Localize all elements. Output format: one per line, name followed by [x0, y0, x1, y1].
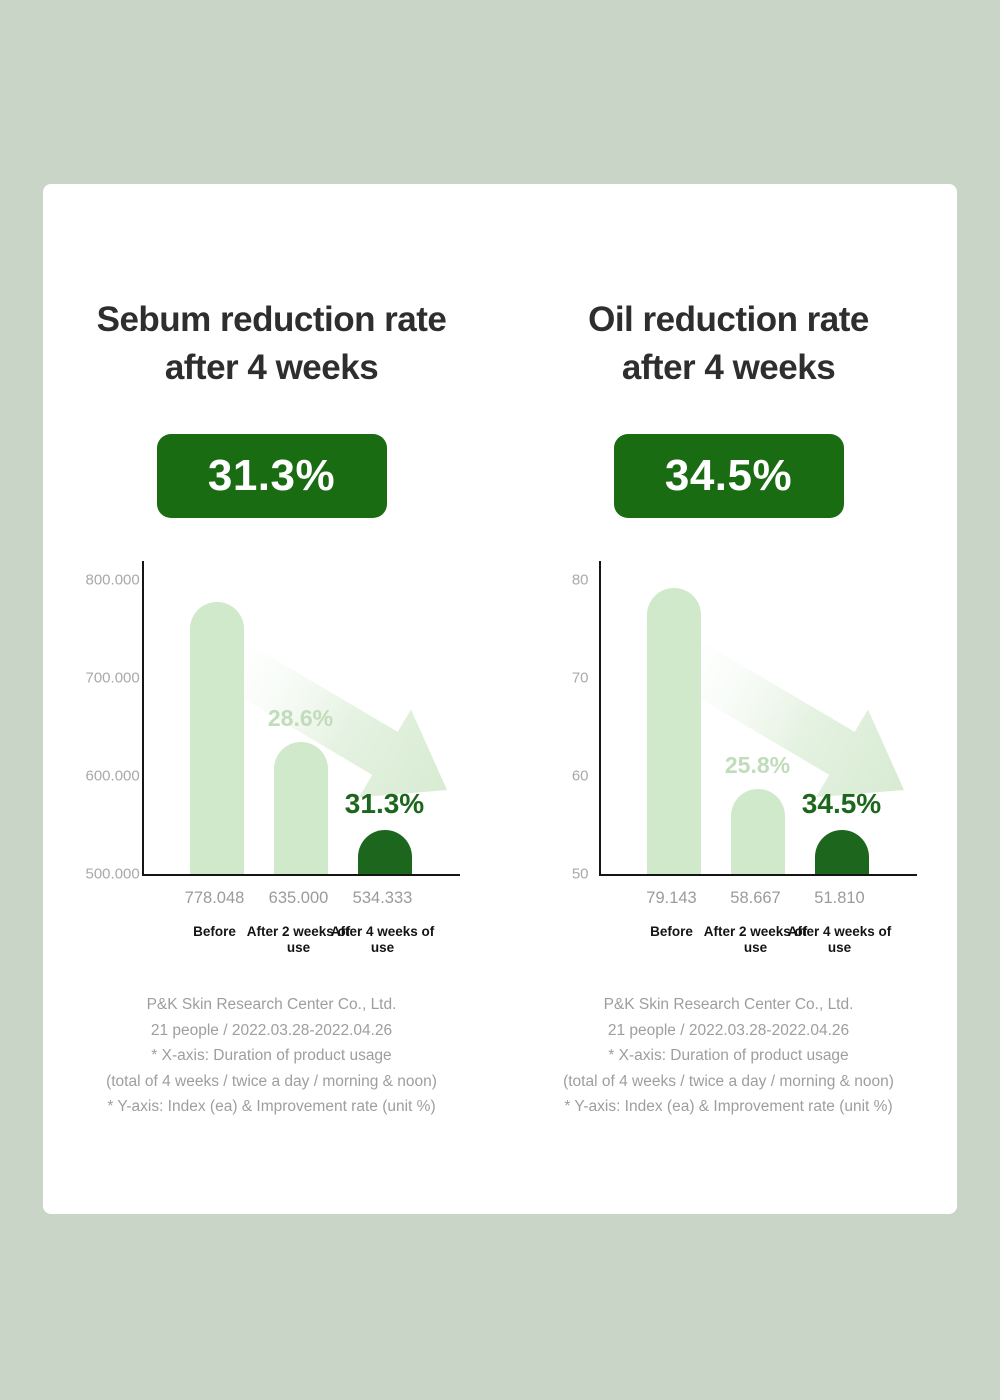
axis-tick-label: 800.000: [85, 571, 140, 589]
bar-value-label: 51.810: [814, 889, 865, 907]
footnote-line: * Y-axis: Index (ea) & Improvement rate …: [564, 1098, 893, 1115]
footnote-line: (total of 4 weeks / twice a day / mornin…: [106, 1072, 437, 1090]
headline-percentage-badge: 31.3%: [156, 434, 387, 518]
chart-panels: Sebum reduction rate after 4 weeks 31.3% …: [43, 184, 957, 1214]
bar-chart-oil: 80 70 60 50 25.8% 34.5%: [543, 561, 917, 883]
bar-annotation: 28.6%: [267, 704, 334, 731]
bar-2: [357, 830, 412, 874]
trend-down-arrow-icon: [208, 635, 447, 798]
title-line-1: Sebum reduction rate: [96, 300, 447, 339]
footnote-line: P&K Skin Research Center Co., Ltd.: [603, 996, 854, 1013]
bar-chart-sebum: 800.000 700.000 600.000 500.000 28.6% 31.3%: [85, 561, 460, 883]
bar-1: [273, 741, 328, 874]
title-line-2: after 4 weeks: [621, 348, 836, 387]
plot-area: 25.8% 34.5%: [598, 561, 917, 876]
bar-value-label: 778.048: [184, 889, 245, 907]
bar-annotation: 25.8%: [724, 752, 791, 779]
footnote-line: 21 people / 2022.03.28-2022.04.26: [150, 1021, 393, 1039]
axis-tick-label: 60: [571, 767, 589, 785]
bar-values-row: 79.143 58.667 51.810: [543, 889, 915, 909]
category-label: After 4 weeks of use: [330, 924, 435, 955]
footnote-line: P&K Skin Research Center Co., Ltd.: [146, 996, 397, 1013]
bar-0: [189, 601, 244, 874]
panel-sebum-reduction: Sebum reduction rate after 4 weeks 31.3% …: [43, 184, 500, 1214]
axis-tick-label: 700.000: [85, 669, 140, 687]
bar-0: [646, 588, 701, 874]
footnote-line: * Y-axis: Index (ea) & Improvement rate …: [107, 1098, 436, 1115]
bar-value-label: 635.000: [268, 889, 329, 907]
chart-title-sebum: Sebum reduction rate after 4 weeks: [43, 296, 500, 392]
category-label: Before: [193, 924, 236, 939]
footnote-line: * X-axis: Duration of product usage: [608, 1047, 849, 1064]
footnote-line: 21 people / 2022.03.28-2022.04.26: [607, 1021, 850, 1039]
bar-2: [814, 830, 869, 874]
title-line-1: Oil reduction rate: [588, 300, 869, 339]
category-label: After 2 weeks of use: [703, 924, 808, 955]
bar-value-label: 534.333: [352, 889, 413, 907]
plot-area: 28.6% 31.3%: [141, 561, 460, 876]
footnote-block: P&K Skin Research Center Co., Ltd. 21 pe…: [509, 992, 949, 1120]
title-line-2: after 4 weeks: [164, 348, 379, 387]
footnote-block: P&K Skin Research Center Co., Ltd. 21 pe…: [52, 992, 492, 1120]
bar-annotation: 34.5%: [801, 788, 882, 819]
bar-annotation: 31.3%: [344, 788, 425, 819]
infographic-card: Sebum reduction rate after 4 weeks 31.3% …: [43, 184, 957, 1214]
bar-1: [730, 789, 785, 874]
axis-tick-label: 500.000: [85, 865, 140, 883]
bar-value-label: 79.143: [646, 889, 697, 907]
footnote-line: * X-axis: Duration of product usage: [151, 1047, 392, 1064]
axis-tick-label: 600.000: [85, 767, 140, 785]
axis-tick-label: 50: [571, 865, 589, 883]
category-label: After 2 weeks of use: [246, 924, 351, 955]
axis-tick-label: 70: [571, 669, 589, 687]
chart-title-oil: Oil reduction rate after 4 weeks: [500, 296, 957, 392]
bar-value-label: 58.667: [730, 889, 781, 907]
footnote-line: (total of 4 weeks / twice a day / mornin…: [563, 1072, 894, 1090]
category-label: After 4 weeks of use: [787, 924, 892, 955]
panel-oil-reduction: Oil reduction rate after 4 weeks 34.5% 80…: [500, 184, 957, 1214]
category-label: Before: [650, 924, 693, 939]
axis-tick-label: 80: [571, 571, 589, 589]
trend-down-arrow-icon: [665, 635, 904, 798]
bar-values-row: 778.048 635.000 534.333: [86, 889, 458, 909]
headline-percentage-badge: 34.5%: [613, 434, 844, 518]
category-labels-row: Before After 2 weeks of use After 4 weeks …: [543, 924, 915, 960]
category-labels-row: Before After 2 weeks of use After 4 weeks …: [86, 924, 458, 960]
